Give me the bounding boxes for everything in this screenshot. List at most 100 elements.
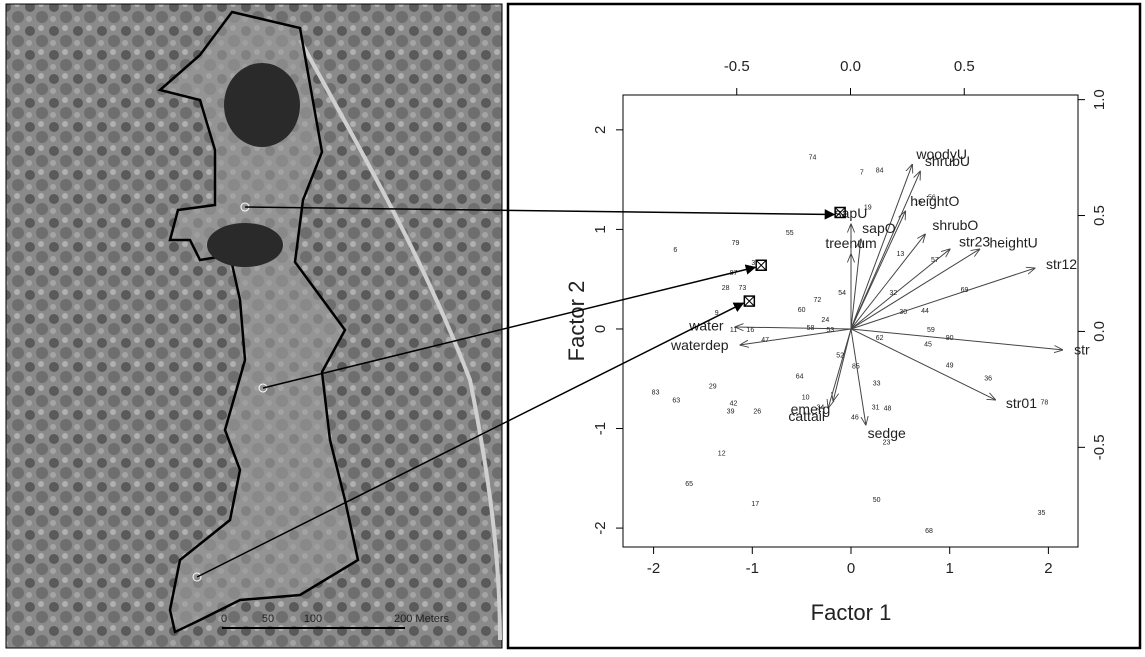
loading-label: shrubO [932, 217, 978, 233]
site-label: 16 [746, 327, 754, 334]
site-label: 79 [732, 240, 740, 247]
x2-tick-label: -0.5 [724, 58, 750, 75]
loading-label: treenum [825, 235, 876, 251]
site-label: 48 [884, 405, 892, 412]
y-tick-label: -1 [592, 422, 609, 435]
site-label: 54 [838, 290, 846, 297]
site-label: 31 [872, 404, 880, 411]
site-label: 83 [652, 390, 660, 397]
site-label: 29 [709, 384, 717, 391]
loading-label: water [688, 318, 724, 334]
site-label: 50 [873, 497, 881, 504]
site-label: 32 [890, 290, 898, 297]
scale-label: 50 [262, 613, 274, 625]
site-label: 55 [786, 230, 794, 237]
site-label: 73 [739, 285, 747, 292]
site-label: 78 [1041, 399, 1049, 406]
site-label: 65 [685, 481, 693, 488]
site-label: 7 [860, 170, 864, 177]
site-label: 30 [899, 309, 907, 316]
x-tick-label: -2 [647, 560, 660, 577]
x-axis-label: Factor 1 [811, 600, 892, 625]
loading-arrow [850, 234, 925, 330]
loading-arrow [850, 328, 1062, 350]
site-label: 69 [961, 287, 969, 294]
site-label: 46 [851, 414, 859, 421]
site-label: 3 [751, 260, 755, 267]
x2-tick-label: 0.5 [954, 58, 975, 75]
loading-arrow [850, 268, 1035, 330]
y-tick-label: 0 [592, 325, 609, 333]
y-tick-label: -2 [592, 521, 609, 534]
y-axis-label: Factor 2 [564, 281, 589, 362]
y2-tick-label: 0.5 [1091, 205, 1108, 226]
loading-label: waterdep [670, 337, 729, 353]
loading-arrow [850, 172, 920, 330]
site-label: 58 [807, 325, 815, 332]
site-label: 42 [730, 400, 738, 407]
highlighted-site [743, 295, 756, 307]
loading-label: heightO [910, 193, 959, 209]
x-tick-label: 1 [946, 560, 954, 577]
link-arrow [244, 206, 836, 220]
site-label: 39 [727, 408, 735, 415]
site-label: 59 [927, 327, 935, 334]
plot-panel [506, 2, 1142, 650]
highlight-cross [743, 295, 755, 307]
site-label: 52 [836, 353, 844, 360]
site-label: 34 [816, 404, 824, 411]
site-label: 60 [798, 307, 806, 314]
highlight-cross [755, 259, 767, 271]
x-tick-label: 2 [1044, 560, 1052, 577]
site-label: 15 [914, 199, 922, 206]
loading-label: cattail [788, 408, 825, 424]
site-label: 53 [826, 327, 834, 334]
site-label: 36 [984, 376, 992, 383]
y-tick-label: 1 [592, 225, 609, 233]
loading-arrow [833, 328, 852, 401]
highlight-cross [834, 207, 846, 218]
site-label: 35 [1038, 510, 1046, 517]
loading-arrow [850, 249, 979, 330]
loading-label: shrubU [925, 153, 970, 169]
site-label: 68 [925, 528, 933, 535]
site-label: 17 [751, 501, 759, 508]
loading-label: str12 [1046, 256, 1077, 272]
site-label: 13 [896, 251, 904, 258]
site-label: 6 [673, 247, 677, 254]
loading-label: sedge [868, 425, 906, 441]
loading-arrow [736, 327, 852, 329]
site-label: 10 [802, 395, 810, 402]
loading-label: str01 [1006, 395, 1037, 411]
site-label: 64 [796, 374, 804, 381]
site-label: 24 [821, 317, 829, 324]
site-label: 26 [753, 408, 761, 415]
loading-label: heightU [989, 235, 1037, 251]
site-label: 56 [928, 194, 936, 201]
site-label: 45 [924, 342, 932, 349]
scale-label: 200 Meters [394, 613, 450, 625]
y2-tick-label: 0.0 [1091, 321, 1108, 342]
site-label: 57 [931, 257, 939, 264]
site-label: 74 [809, 155, 817, 162]
loading-label: woodyU [915, 146, 967, 162]
aerial-map [5, 3, 503, 649]
loading-arrow [850, 249, 950, 330]
site-label: 28 [722, 285, 730, 292]
site-label: 9 [715, 310, 719, 317]
x-tick-label: 0 [847, 560, 855, 577]
site-label: 87 [730, 270, 738, 277]
y2-tick-label: 1.0 [1091, 89, 1108, 110]
site-label: 62 [876, 335, 884, 342]
link-arrow [196, 302, 745, 578]
site-label: 33 [873, 381, 881, 388]
site-label: 23 [883, 439, 891, 446]
scale-label: 0 [221, 613, 227, 625]
site-label: 19 [864, 204, 872, 211]
loading-arrow [850, 328, 995, 400]
loading-label: str23 [959, 234, 990, 250]
site-label: 44 [921, 308, 929, 315]
site-label: 90 [946, 335, 954, 342]
loading-arrow [740, 328, 852, 345]
loading-label: str [1074, 342, 1090, 358]
